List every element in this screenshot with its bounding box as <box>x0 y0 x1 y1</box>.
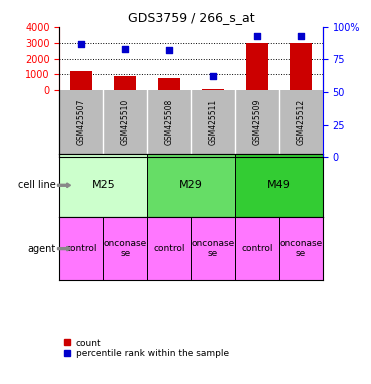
Text: GSM425508: GSM425508 <box>165 99 174 145</box>
Bar <box>246 60 268 157</box>
Bar <box>202 154 224 157</box>
Bar <box>235 154 323 217</box>
Text: control: control <box>66 244 97 253</box>
Text: GSM425511: GSM425511 <box>209 99 217 145</box>
Bar <box>147 217 191 280</box>
Text: GSM425510: GSM425510 <box>121 99 130 145</box>
Text: GSM425512: GSM425512 <box>296 99 305 145</box>
Point <box>298 33 304 39</box>
Point <box>78 41 84 47</box>
Text: M29: M29 <box>179 180 203 190</box>
Legend: count, percentile rank within the sample: count, percentile rank within the sample <box>64 339 229 358</box>
Text: onconase
se: onconase se <box>191 239 234 258</box>
Text: agent: agent <box>27 243 56 254</box>
Bar <box>70 118 92 157</box>
Bar <box>290 60 312 157</box>
Text: onconase
se: onconase se <box>104 239 147 258</box>
Bar <box>59 217 103 280</box>
Bar <box>158 131 180 157</box>
Point <box>122 46 128 52</box>
Text: M49: M49 <box>267 180 291 190</box>
Text: GSM425507: GSM425507 <box>77 99 86 145</box>
Text: M25: M25 <box>91 180 115 190</box>
Bar <box>279 217 323 280</box>
Point <box>254 33 260 39</box>
Bar <box>103 217 147 280</box>
Text: GSM425509: GSM425509 <box>252 99 262 145</box>
Title: GDS3759 / 266_s_at: GDS3759 / 266_s_at <box>128 11 255 24</box>
Point <box>210 73 216 79</box>
Bar <box>114 128 136 157</box>
Bar <box>59 154 147 217</box>
Text: control: control <box>153 244 185 253</box>
Bar <box>191 217 235 280</box>
Text: control: control <box>241 244 273 253</box>
Text: cell line: cell line <box>18 180 56 190</box>
Text: onconase
se: onconase se <box>279 239 322 258</box>
Bar <box>235 217 279 280</box>
Point <box>166 47 172 53</box>
Bar <box>147 154 235 217</box>
